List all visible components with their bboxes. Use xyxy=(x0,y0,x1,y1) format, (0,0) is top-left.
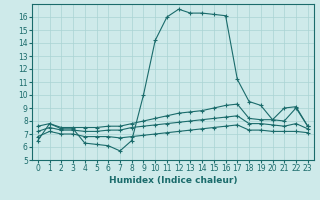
X-axis label: Humidex (Indice chaleur): Humidex (Indice chaleur) xyxy=(108,176,237,185)
